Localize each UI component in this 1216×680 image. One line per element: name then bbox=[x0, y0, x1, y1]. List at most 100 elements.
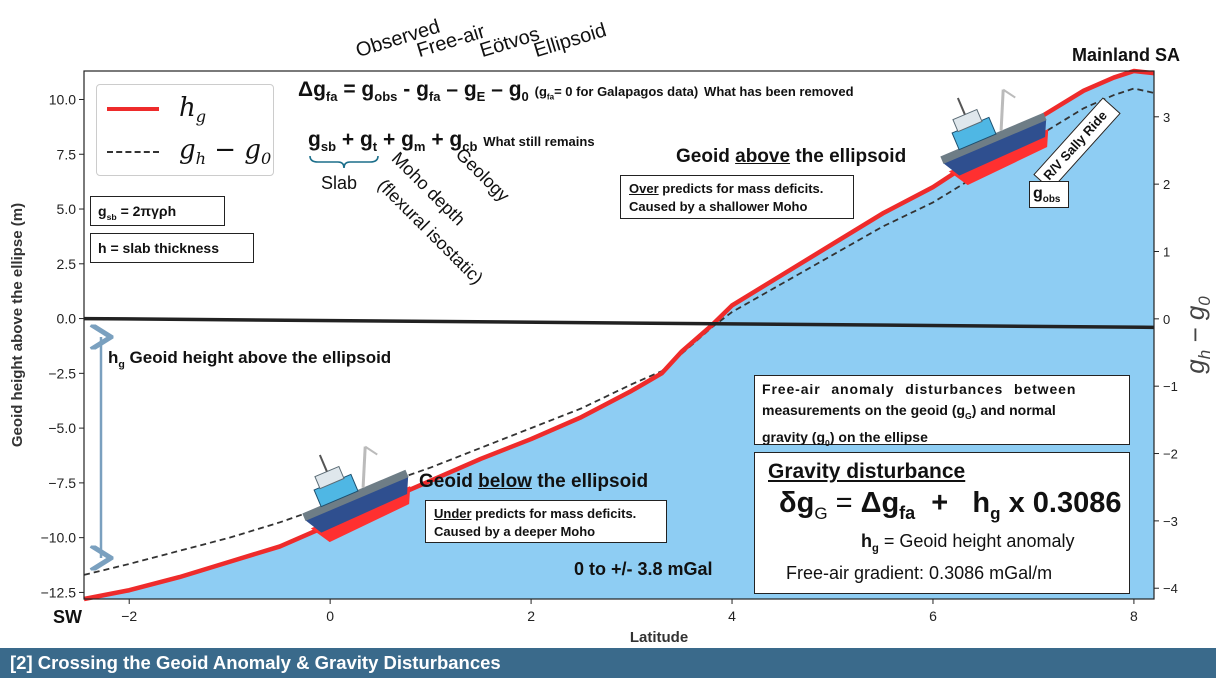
equation-top: Δgfa = gobs - gfa – gE – g0 (gfa= 0 for … bbox=[298, 78, 854, 104]
legend-hg-text: h bbox=[179, 93, 196, 123]
gd-g: g bbox=[990, 503, 1001, 523]
range-label: 0 to +/- 3.8 mGal bbox=[574, 559, 713, 579]
eq-E-sub: E bbox=[476, 89, 486, 105]
y-tick-label: −5.0 bbox=[48, 420, 76, 436]
series-ellipsoid-line bbox=[83, 316, 1155, 330]
gd-hg-g: g bbox=[872, 542, 879, 555]
gd-hg-h: h bbox=[861, 531, 872, 551]
slab-g: g bbox=[98, 203, 107, 219]
slab-formula-box: gsb = 2πγρh bbox=[90, 196, 225, 226]
y2-tick-label: −4 bbox=[1163, 581, 1178, 596]
eq-equals: = g bbox=[337, 78, 375, 101]
eq-minus3: – g bbox=[485, 78, 522, 101]
legend-hg-sub: g bbox=[195, 107, 207, 127]
x-tick-label: 2 bbox=[527, 608, 535, 624]
eq-zero-sub: 0 bbox=[521, 89, 529, 105]
y2-tick-label: −2 bbox=[1163, 447, 1178, 462]
under-u: Under bbox=[434, 506, 472, 521]
y-axis-label: Geoid height above the ellipse (m) bbox=[9, 203, 26, 447]
eq-obs-sub: obs bbox=[374, 89, 398, 105]
x-axis-label: Latitude bbox=[630, 629, 688, 646]
y-tick-label: 7.5 bbox=[57, 146, 77, 162]
above-under: above bbox=[735, 146, 791, 167]
rem-remains: What still remains bbox=[483, 134, 595, 149]
y-tick-label: −7.5 bbox=[48, 475, 76, 491]
legend-hg-swatch bbox=[107, 107, 159, 111]
sw-label: SW bbox=[53, 607, 82, 627]
rem-g1: g bbox=[308, 128, 321, 151]
rem-plus3: + g bbox=[425, 128, 463, 151]
legend-ghg0-label: gh − g0 bbox=[179, 135, 271, 168]
gd-dg: Δg bbox=[860, 487, 900, 519]
thickness-text: h = slab thickness bbox=[98, 240, 219, 256]
over-l1: predicts for mass deficits. bbox=[658, 181, 824, 196]
eq-fa2-sub: fa bbox=[428, 89, 441, 105]
gobs-obs: obs bbox=[1042, 194, 1061, 206]
fa-l3b: ) on the ellipse bbox=[829, 428, 928, 445]
slab-eq: = 2πγρh bbox=[116, 203, 177, 219]
y2-tick-label: 0 bbox=[1163, 312, 1170, 327]
eq-note-open: (g bbox=[534, 84, 547, 99]
rem-cb: cb bbox=[462, 139, 478, 155]
eq-removed: What has been removed bbox=[704, 84, 854, 99]
eq-fa-sub: fa bbox=[325, 89, 338, 105]
slab-brace bbox=[309, 155, 379, 169]
y2-tick-label: 1 bbox=[1163, 244, 1170, 259]
gd-G: G bbox=[814, 503, 828, 523]
under-l2: Caused by a deeper Moho bbox=[434, 524, 596, 539]
rem-m: m bbox=[413, 139, 426, 155]
legend-0-sub: 0 bbox=[261, 149, 272, 169]
rem-t: t bbox=[372, 139, 378, 155]
fa-l2a: measurements on the geoid (g bbox=[762, 402, 966, 418]
over-l2: Caused by a shallower Moho bbox=[629, 199, 808, 214]
y-tick-label: −12.5 bbox=[41, 584, 77, 600]
above-pre: Geoid bbox=[676, 146, 736, 167]
geoid-below-label: Geoid below the ellipsoid bbox=[419, 471, 648, 493]
axis-layer: −12.5 −10.0 −7.5 −5.0 −2.5 0.0 2.5 5.0 7.5 10.0 −2… bbox=[9, 91, 1214, 646]
gd-delta: δg bbox=[779, 487, 815, 519]
x-tick-label: 8 bbox=[1130, 608, 1138, 624]
slab-sb: sb bbox=[106, 211, 117, 222]
fa-line2: measurements on the geoid (gG) and norma… bbox=[762, 400, 1122, 427]
x-tick-label: 6 bbox=[929, 608, 937, 624]
legend-g-text: g bbox=[179, 135, 196, 165]
ship-top-icon bbox=[940, 88, 1049, 185]
legend-ghg0-swatch bbox=[107, 151, 159, 153]
y-tick-label: 10.0 bbox=[49, 91, 76, 107]
hg-rest: Geoid height above the ellipsoid bbox=[124, 348, 392, 367]
gd-fa: fa bbox=[899, 502, 916, 523]
equation-remain: gsb + gt + gm + gcb What still remains bbox=[308, 128, 595, 154]
y2-tick-label: 3 bbox=[1163, 110, 1170, 125]
ship-bottom-icon bbox=[302, 445, 411, 542]
over-line1: Over predicts for mass deficits. bbox=[629, 180, 845, 198]
legend-hg-label: hg bbox=[179, 93, 206, 126]
under-line1: Under predicts for mass deficits. bbox=[434, 505, 658, 523]
x-tick-label: 0 bbox=[326, 608, 334, 624]
fa-line1: Free-air anomaly disturbances between bbox=[762, 381, 1077, 397]
y-tick-label: 2.5 bbox=[57, 256, 77, 272]
fa-l2sub: G bbox=[965, 410, 972, 421]
legend-minus-g: − g bbox=[206, 135, 262, 165]
mainland-label: Mainland SA bbox=[1072, 45, 1181, 65]
gd-hg-def: hg = Geoid height anomaly bbox=[861, 531, 1074, 555]
y2-tick-label: 2 bbox=[1163, 177, 1170, 192]
eq-minus2: – g bbox=[440, 78, 477, 101]
free-air-box: Free-air anomaly disturbances between me… bbox=[754, 375, 1130, 448]
y-tick-label: −10.0 bbox=[41, 530, 77, 546]
x-tick-label: 4 bbox=[728, 608, 736, 624]
y2-axis-label: gh − g0 bbox=[1180, 296, 1214, 374]
gobs-box: gobs bbox=[1029, 181, 1069, 208]
y-tick-label: 0.0 bbox=[57, 311, 77, 327]
gobs-g: g bbox=[1033, 185, 1043, 202]
gd-gradient: Free-air gradient: 0.3086 mGal/m bbox=[786, 563, 1053, 583]
eq-note: (gfa= 0 for Galapagos data) bbox=[534, 84, 699, 102]
eq-note-fa: fa bbox=[546, 92, 555, 102]
y-tick-label: −2.5 bbox=[48, 365, 76, 381]
over-u: Over bbox=[629, 181, 659, 196]
under-predicts-box: Under predicts for mass deficits. Caused… bbox=[425, 500, 667, 543]
slab-label: Slab bbox=[321, 173, 358, 193]
gd-eq: = bbox=[827, 487, 861, 519]
under-l1: predicts for mass deficits. bbox=[471, 506, 637, 521]
gd-plus: + h bbox=[915, 487, 991, 519]
